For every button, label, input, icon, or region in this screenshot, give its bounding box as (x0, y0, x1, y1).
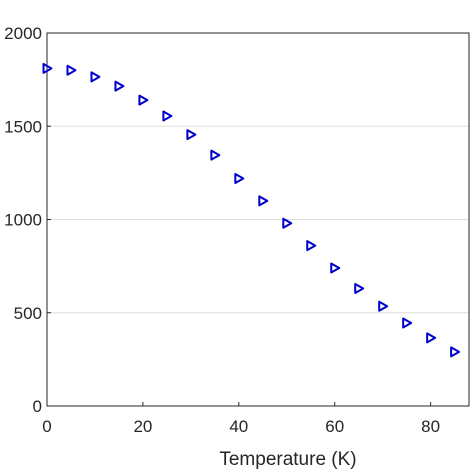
data-point-marker (426, 332, 437, 344)
data-points (42, 62, 461, 358)
data-point-marker (450, 346, 461, 358)
x-axis-label: Temperature (K) (219, 449, 356, 470)
plot-area-frame (46, 32, 470, 407)
x-tick-label: 40 (229, 417, 248, 436)
x-tick-label: 20 (133, 417, 152, 436)
data-point-marker (354, 283, 365, 295)
y-tick-label: 500 (14, 304, 42, 323)
y-tick-label: 0 (33, 397, 42, 416)
x-tick-labels: 0 20 40 60 80 (42, 417, 440, 436)
data-point-marker (138, 94, 149, 106)
data-point-marker (210, 149, 221, 161)
data-point-marker (282, 217, 293, 229)
y-tick-label: 1500 (4, 117, 42, 136)
y-tick-labels: 0 500 1000 1500 2000 (4, 24, 42, 416)
data-point-marker (90, 71, 101, 83)
y-tick-label: 2000 (4, 24, 42, 43)
data-point-marker (234, 172, 245, 184)
data-point-marker (162, 110, 173, 122)
data-point-marker (402, 317, 413, 329)
data-point-marker (378, 300, 389, 312)
x-tick-label: 60 (325, 417, 344, 436)
data-point-marker (114, 80, 125, 92)
data-point-marker (306, 240, 317, 252)
data-point-marker (42, 62, 53, 74)
x-tick-label: 80 (421, 417, 440, 436)
y-tick-label: 1000 (4, 211, 42, 230)
data-point-marker (186, 129, 197, 141)
data-point-marker (330, 262, 341, 274)
data-point-marker (258, 195, 269, 207)
x-tick-label: 0 (42, 417, 51, 436)
data-point-marker (66, 64, 77, 76)
grid-lines (47, 125, 469, 314)
